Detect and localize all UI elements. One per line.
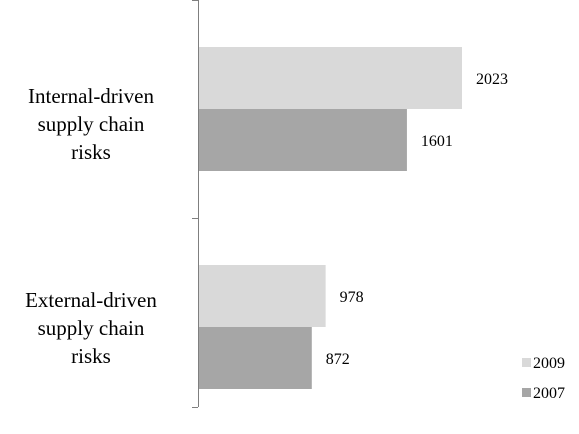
legend: 2009 2007: [522, 355, 565, 402]
data-label-2009-0: 2023: [476, 71, 508, 88]
bars-group: [198, 47, 462, 389]
bar-2007-1: [198, 327, 312, 389]
legend-swatch-2007: [522, 388, 531, 397]
data-label-2009-1: 978: [340, 289, 364, 306]
data-labels-group: 2023 1601 978 872: [326, 71, 508, 368]
category-label-0-line-0: Internal-driven: [28, 84, 154, 108]
legend-label-2009: 2009: [533, 355, 565, 372]
bar-2007-0: [198, 109, 407, 171]
category-label-0-line-2: risks: [71, 140, 111, 164]
category-label-0-line-1: supply chain: [38, 112, 145, 136]
legend-label-2007: 2007: [533, 385, 565, 402]
data-label-2007-0: 1601: [421, 133, 453, 150]
category-label-1-line-2: risks: [71, 344, 111, 368]
category-label-1-line-1: supply chain: [38, 316, 145, 340]
bar-2009-1: [198, 265, 326, 327]
legend-swatch-2009: [522, 358, 531, 367]
y-axis: [192, 0, 199, 408]
category-labels-group: Internal-driven supply chain risks External…: [25, 84, 157, 368]
category-label-1-line-0: External-driven: [25, 288, 157, 312]
bar-2009-0: [198, 47, 462, 109]
data-label-2007-1: 872: [326, 351, 350, 368]
